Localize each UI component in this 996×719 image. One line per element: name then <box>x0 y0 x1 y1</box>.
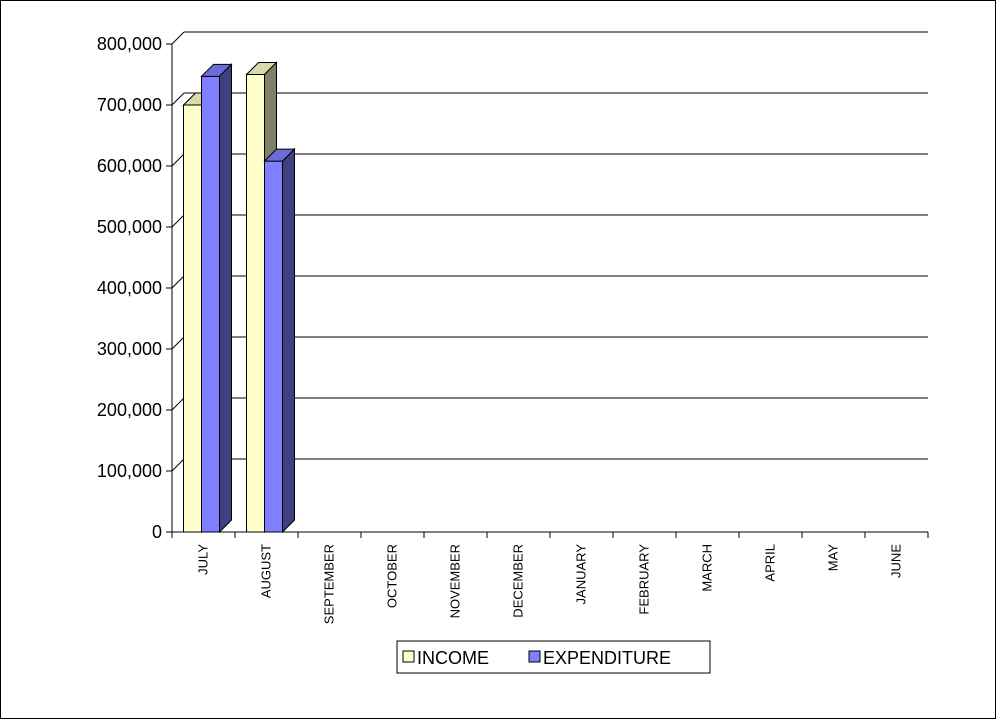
bars <box>182 61 296 534</box>
x-tick-label: NOVEMBER <box>448 544 463 618</box>
x-tick-label: MARCH <box>700 544 715 592</box>
y-tick-label: 0 <box>152 522 162 542</box>
x-tick-label: DECEMBER <box>511 544 526 618</box>
gridline-side <box>171 153 185 167</box>
legend-label-income: INCOME <box>417 648 489 668</box>
legend-swatch-income <box>402 650 415 663</box>
x-tick-label: SEPTEMBER <box>322 544 337 624</box>
x-tick-label: APRIL <box>763 544 778 582</box>
gridline-side <box>171 214 185 228</box>
legend-label-expenditure: EXPENDITURE <box>543 648 671 668</box>
x-tick-label: JUNE <box>889 544 904 578</box>
y-axis-ticks: 0 100,000 200,000 300,000 400,000 500,000 600,… <box>97 34 172 542</box>
y-tick-label: 500,000 <box>97 217 162 237</box>
bar-expenditure-july <box>200 63 233 534</box>
y-tick-label: 100,000 <box>97 461 162 481</box>
x-tick-label: FEBRUARY <box>637 544 652 615</box>
y-tick-label: 700,000 <box>97 95 162 115</box>
x-tick-label: AUGUST <box>259 544 274 598</box>
y-tick-label: 200,000 <box>97 400 162 420</box>
gridline-side <box>171 336 185 350</box>
legend: INCOME EXPENDITURE <box>396 640 711 674</box>
gridline-side <box>171 92 185 106</box>
x-axis-ticks: JULY AUGUST SEPTEMBER OCTOBER NOVEMBER DECEMB… <box>171 532 929 624</box>
y-tick-label: 400,000 <box>97 278 162 298</box>
gridline-side <box>171 275 185 289</box>
x-tick-label: JANUARY <box>574 544 589 605</box>
x-tick-label: MAY <box>826 544 841 572</box>
legend-box <box>396 640 711 674</box>
gridline-side <box>171 458 185 472</box>
x-tick-label: OCTOBER <box>385 544 400 608</box>
y-tick-label: 300,000 <box>97 339 162 359</box>
bar-expenditure-august <box>263 147 296 534</box>
legend-swatch-expenditure <box>528 650 541 663</box>
gridlines <box>171 31 928 472</box>
y-tick-label: 600,000 <box>97 156 162 176</box>
x-tick-label: JULY <box>196 544 211 575</box>
gridline-side <box>171 31 185 45</box>
gridline-side <box>171 397 185 411</box>
y-tick-label: 800,000 <box>97 34 162 54</box>
